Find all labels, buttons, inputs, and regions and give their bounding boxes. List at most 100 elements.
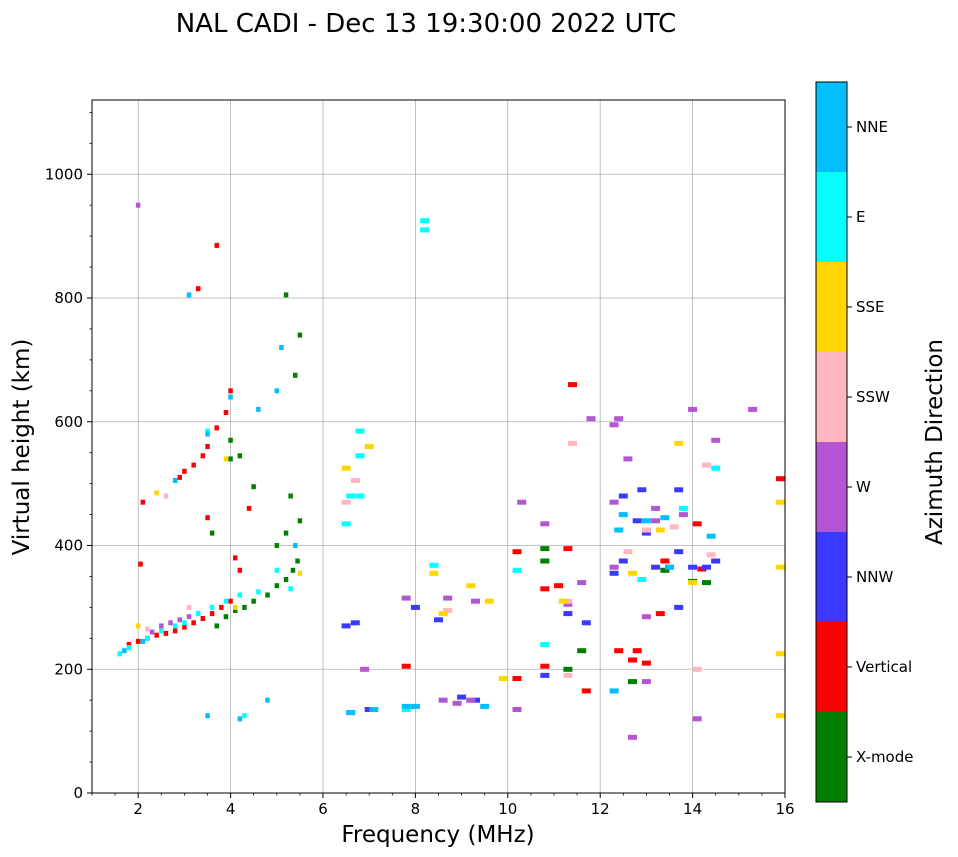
echo-point <box>484 598 494 604</box>
echo-point <box>288 586 293 592</box>
echo-point <box>512 567 522 573</box>
echo-point <box>581 620 591 626</box>
echo-point <box>471 598 480 604</box>
colorbar-label-nnw: NNW <box>856 568 893 586</box>
echo-point <box>466 583 476 589</box>
echo-point <box>466 697 476 703</box>
colorbar-label-sse: SSE <box>856 298 885 316</box>
echo-point <box>692 666 702 672</box>
echo-point <box>628 734 637 740</box>
echo-point <box>346 493 356 499</box>
echo-point <box>364 707 374 712</box>
echo-point <box>341 465 351 471</box>
echo-point <box>471 697 480 703</box>
echo-point <box>205 713 210 719</box>
echo-point <box>355 493 365 499</box>
echo-point <box>512 676 522 681</box>
echo-point <box>697 566 707 572</box>
echo-point <box>200 616 206 621</box>
echo-point <box>228 437 233 443</box>
echo-point <box>655 611 665 617</box>
echo-point <box>628 657 637 663</box>
y-tick-label: 600 <box>54 413 83 431</box>
echo-point <box>563 546 573 552</box>
echo-point <box>623 456 633 462</box>
echo-point <box>401 707 411 712</box>
echo-point <box>288 493 293 499</box>
echo-point <box>274 567 280 573</box>
echo-point <box>660 558 670 564</box>
echo-point <box>410 703 420 709</box>
echo-point <box>711 437 721 443</box>
echo-point <box>637 577 647 582</box>
echo-point <box>563 601 573 607</box>
echo-point <box>297 332 303 338</box>
echo-point <box>172 628 178 634</box>
echo-point <box>237 716 243 722</box>
echo-point <box>401 595 411 601</box>
echo-point <box>674 487 684 493</box>
echo-point <box>410 604 420 610</box>
y-tick-label: 0 <box>73 784 83 802</box>
plot-frame <box>91 99 786 794</box>
echo-point <box>711 558 721 564</box>
echo-point <box>517 499 527 505</box>
series-sse <box>135 440 785 719</box>
echo-point <box>609 499 619 505</box>
echo-point <box>563 666 573 672</box>
echo-point <box>776 476 785 482</box>
echo-point <box>678 512 688 518</box>
echo-point <box>618 512 628 518</box>
echo-point <box>163 493 169 499</box>
echo-point <box>350 478 360 483</box>
echo-point <box>711 465 721 471</box>
echo-point <box>609 570 619 576</box>
echo-point <box>443 595 453 601</box>
echo-point <box>117 651 122 657</box>
echo-point <box>540 642 550 647</box>
echo-point <box>628 570 637 576</box>
echo-point <box>641 660 651 666</box>
echo-point <box>159 623 164 629</box>
echo-point <box>641 679 651 685</box>
echo-point <box>274 543 280 548</box>
echo-point <box>360 666 370 672</box>
colorbar-segment <box>816 442 847 532</box>
echo-point <box>554 583 564 589</box>
echo-point <box>692 716 702 722</box>
echo-point <box>401 703 411 709</box>
echo-point <box>237 592 243 598</box>
echo-point <box>623 549 633 555</box>
echo-point <box>154 632 159 638</box>
echo-point <box>168 620 173 626</box>
colorbar-label-w: W <box>856 478 871 496</box>
y-axis-ticks: 0 200 400 600 800 1000 <box>45 111 92 802</box>
echo-point <box>283 577 289 582</box>
echo-point <box>228 456 233 462</box>
echo-point <box>586 416 596 422</box>
echo-point <box>223 410 229 415</box>
echo-point <box>233 555 238 561</box>
echo-point <box>429 570 439 576</box>
echo-point <box>452 700 462 706</box>
colorbar: X-mode Vertical NNW W SSW SSE E NNE <box>815 81 913 803</box>
echo-point <box>186 292 192 298</box>
echo-point <box>364 444 374 449</box>
echo-point <box>214 623 219 629</box>
colorbar-segment <box>816 172 847 262</box>
echo-point <box>540 586 550 592</box>
echo-point <box>651 505 661 511</box>
echo-point <box>688 406 698 412</box>
echo-point <box>776 564 785 570</box>
echo-point <box>655 527 665 533</box>
colorbar-segment <box>816 262 847 352</box>
echo-point <box>651 564 661 570</box>
echo-point <box>776 651 785 657</box>
echo-point <box>145 635 150 641</box>
x-axis-ticks: 2 4 6 8 10 12 14 16 <box>91 793 795 818</box>
colorbar-label-x-mode: X-mode <box>856 748 913 766</box>
y-tick-label: 1000 <box>45 165 83 183</box>
echo-point <box>256 406 261 412</box>
echo-point <box>369 707 379 712</box>
echo-point <box>279 345 284 350</box>
